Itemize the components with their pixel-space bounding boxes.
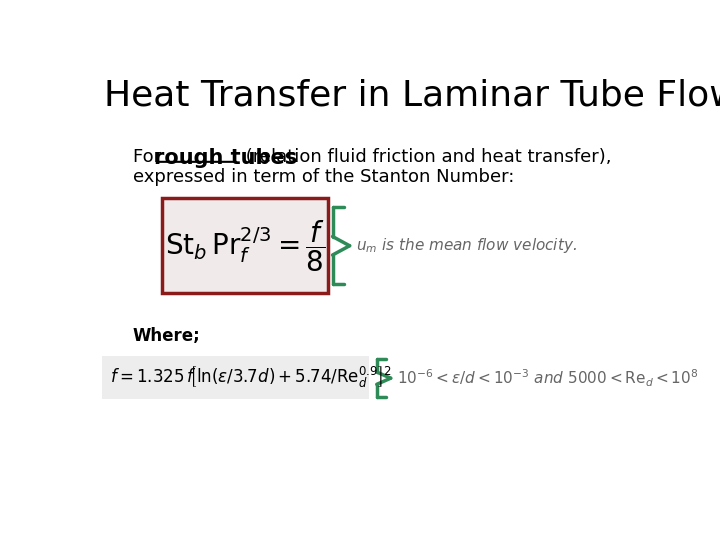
FancyBboxPatch shape	[162, 198, 328, 294]
Text: $10^{-6} < \varepsilon/d < 10^{-3}$ and $5000 < \mathrm{Re}_d < 10^8$: $10^{-6} < \varepsilon/d < 10^{-3}$ and …	[397, 368, 698, 389]
Text: Where;: Where;	[132, 327, 200, 345]
Text: (relation fluid friction and heat transfer),: (relation fluid friction and heat transf…	[240, 148, 611, 166]
Text: For: For	[132, 148, 166, 166]
FancyBboxPatch shape	[102, 356, 369, 399]
Text: $\mathrm{St}_b\,\mathrm{Pr}_f^{2/3} = \dfrac{f}{8}$: $\mathrm{St}_b\,\mathrm{Pr}_f^{2/3} = \d…	[165, 218, 325, 274]
Text: $f = 1.325\,f\!\left[\ln(\varepsilon/3.7d) + 5.74/\mathrm{Re}_d^{0.9}\right]^2$: $f = 1.325\,f\!\left[\ln(\varepsilon/3.7…	[110, 365, 392, 390]
Text: $u_m$ is the mean flow velocity.: $u_m$ is the mean flow velocity.	[356, 237, 577, 255]
Text: Heat Transfer in Laminar Tube Flow: Heat Transfer in Laminar Tube Flow	[104, 79, 720, 113]
Text: expressed in term of the Stanton Number:: expressed in term of the Stanton Number:	[132, 168, 514, 186]
Text: rough tubes: rough tubes	[154, 148, 297, 168]
